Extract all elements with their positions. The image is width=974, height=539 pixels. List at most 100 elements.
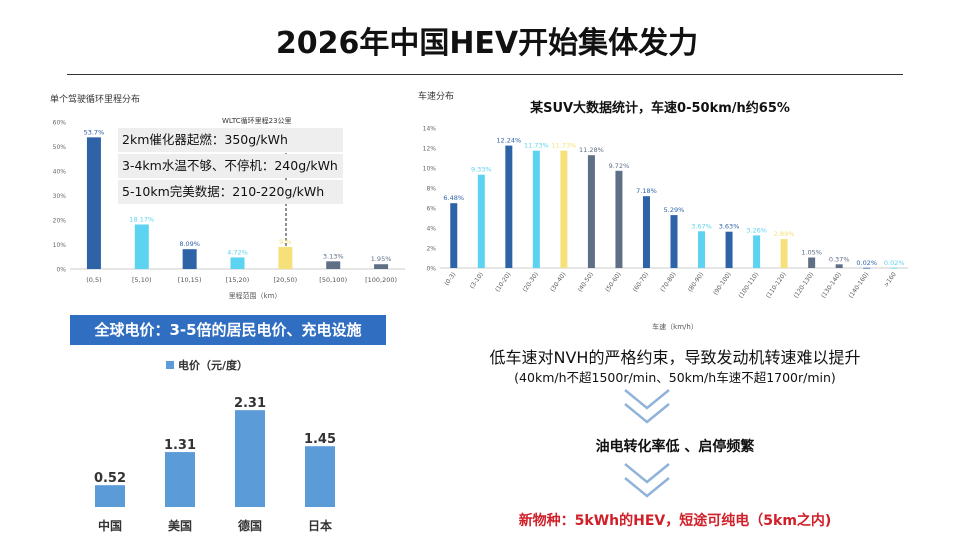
y-tick-label: 2% bbox=[426, 246, 436, 253]
bar bbox=[698, 231, 706, 268]
wltc-label: WLTC循环里程23公里 bbox=[222, 116, 292, 125]
page-title: 2026年中国HEV开始集体发力 bbox=[275, 26, 699, 61]
price-legend-swatch bbox=[166, 361, 174, 369]
category-label: [15,20) bbox=[226, 276, 250, 284]
y-tick-label: 12% bbox=[423, 146, 437, 153]
bar bbox=[587, 155, 595, 268]
data-label: 1.31 bbox=[164, 438, 196, 453]
category-label: (20-30) bbox=[522, 271, 540, 293]
category-label: [5,10) bbox=[132, 276, 152, 284]
chevron-down-icon bbox=[624, 463, 670, 498]
y-tick-label: 30% bbox=[53, 193, 67, 200]
category-label: (10-20) bbox=[494, 271, 512, 293]
category-label: (30-40) bbox=[549, 271, 567, 293]
data-label: 2.31 bbox=[234, 396, 266, 411]
data-label: 0.52 bbox=[94, 471, 126, 486]
speed-distribution-chart: 车速分布 某SUV大数据统计，车速0-50km/h约65% 0% 2% 4% 6% 8%… bbox=[418, 90, 908, 331]
y-tick-label: 60% bbox=[53, 120, 67, 127]
category-label: [20,50) bbox=[274, 276, 298, 284]
info-line-3: 5-10km完美数据：210-220g/kWh bbox=[118, 180, 343, 204]
bar bbox=[890, 267, 898, 269]
trip-chart-title: 单个驾驶循环里程分布 bbox=[50, 93, 140, 105]
bar bbox=[278, 246, 293, 269]
data-label: 0.02% bbox=[884, 259, 905, 267]
data-label: 11.73% bbox=[524, 142, 549, 150]
category-label: (0,5) bbox=[86, 276, 101, 284]
category-label: (80-90) bbox=[687, 271, 705, 293]
trip-distance-chart: 单个驾驶循环里程分布 WLTC循环里程23公里 0% 10% 20% 30% 40% 50… bbox=[50, 93, 405, 300]
data-label: 8.09% bbox=[179, 240, 200, 248]
speed-chart-title: 车速分布 bbox=[418, 90, 454, 102]
bar bbox=[642, 196, 650, 268]
speed-chart-headline: 某SUV大数据统计，车速0-50km/h约65% bbox=[529, 100, 790, 116]
bar bbox=[532, 150, 540, 268]
category-label: [100,200) bbox=[365, 276, 397, 284]
category-label: (0-3) bbox=[443, 271, 457, 287]
info-line-2: 3-4km水温不够、不停机：240g/kWh bbox=[118, 154, 343, 178]
bar bbox=[560, 150, 568, 268]
y-tick-label: 20% bbox=[53, 218, 67, 225]
bar bbox=[615, 170, 623, 268]
y-tick-label: 10% bbox=[53, 242, 67, 249]
data-label: 1.45 bbox=[304, 432, 336, 447]
y-tick-label: 0% bbox=[56, 267, 66, 274]
data-label: 3.13% bbox=[323, 252, 344, 260]
data-label: 9.% bbox=[279, 238, 291, 246]
data-label: 3.63% bbox=[719, 223, 740, 231]
category-label: 日本 bbox=[308, 518, 332, 533]
category-label: [50,100) bbox=[319, 276, 347, 284]
bar bbox=[86, 137, 101, 269]
category-label: >160 bbox=[883, 271, 898, 289]
category-label: 德国 bbox=[238, 518, 262, 533]
data-label: 11.28% bbox=[579, 146, 604, 154]
data-label: 6.48% bbox=[443, 194, 464, 202]
bar bbox=[374, 264, 389, 269]
data-label: 12.24% bbox=[496, 137, 521, 145]
category-label: [10,15) bbox=[178, 276, 202, 284]
data-label: 7.18% bbox=[636, 187, 657, 195]
category-label: (40-50) bbox=[577, 271, 595, 293]
data-label: 3.67% bbox=[691, 222, 712, 230]
bar bbox=[235, 410, 265, 507]
category-label: (70-80) bbox=[659, 271, 677, 293]
chevron-down-icon bbox=[624, 389, 670, 424]
price-legend: 电价（元/度） bbox=[178, 358, 248, 372]
data-label: 53.7% bbox=[84, 128, 105, 136]
bar bbox=[725, 231, 733, 268]
title-divider bbox=[67, 74, 903, 75]
bar bbox=[863, 267, 871, 269]
data-label: 1.05% bbox=[801, 249, 822, 257]
bar bbox=[182, 249, 197, 269]
y-tick-label: 4% bbox=[426, 226, 436, 233]
category-label: (110-120) bbox=[765, 271, 788, 299]
data-label: 11.73% bbox=[551, 142, 576, 150]
bar bbox=[753, 235, 761, 268]
category-label: (140-160) bbox=[848, 271, 871, 299]
bar bbox=[477, 174, 485, 268]
bar bbox=[670, 215, 678, 268]
data-label: 9.72% bbox=[609, 162, 630, 170]
data-label: 1.95% bbox=[371, 255, 392, 263]
category-label: (100-110) bbox=[737, 271, 760, 299]
bar bbox=[134, 224, 149, 269]
bar bbox=[780, 239, 788, 268]
trip-chart-xlabel: 里程范围（km） bbox=[229, 291, 282, 300]
data-label: 0.02% bbox=[856, 259, 877, 267]
bar bbox=[165, 452, 195, 507]
category-label: (130-140) bbox=[820, 271, 843, 299]
info-line-1: 2km催化器起燃：350g/kWh bbox=[118, 128, 343, 152]
flow-line-2: (40km/h不超1500r/min、50km/h车速不超1700r/min) bbox=[514, 370, 836, 385]
category-label: 中国 bbox=[98, 518, 122, 533]
y-tick-label: 10% bbox=[423, 166, 437, 173]
flow-step-2: 油电转化率低 、启停频繁 bbox=[595, 439, 755, 455]
y-tick-label: 6% bbox=[426, 206, 436, 213]
y-tick-label: 14% bbox=[423, 126, 437, 133]
data-label: 0.37% bbox=[829, 255, 850, 263]
category-label: (60-70) bbox=[632, 271, 650, 293]
y-tick-label: 40% bbox=[53, 169, 67, 176]
data-label: 2.89% bbox=[774, 230, 795, 238]
data-label: 3.26% bbox=[746, 226, 767, 234]
flow-line-1: 低车速对NVH的严格约束，导致发动机转速难以提升 bbox=[489, 348, 861, 367]
electricity-price-banner: 全球电价：3-5倍的居民电价、充电设施 bbox=[70, 315, 386, 345]
bar bbox=[808, 257, 816, 268]
